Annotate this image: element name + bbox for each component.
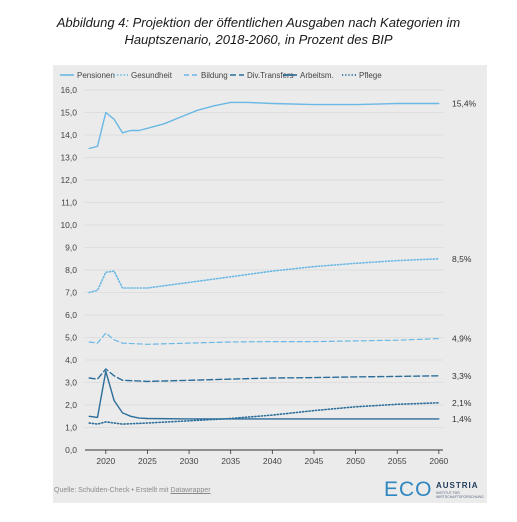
y-tick-label: 10,0 <box>60 220 77 230</box>
series-line-arbeitsm- <box>88 370 440 420</box>
x-tick-label: 2035 <box>221 456 240 466</box>
end-label: 4,9% <box>452 334 472 344</box>
legend-label: Pensionen <box>77 71 115 80</box>
x-tick-label: 2060 <box>429 456 448 466</box>
chart-panel <box>53 65 487 503</box>
legend-label: Arbeitsm. <box>300 71 334 80</box>
end-label: 2,1% <box>452 398 472 408</box>
series-lines <box>88 101 440 425</box>
y-tick-label: 16,0 <box>60 85 77 95</box>
logo-subtitle: Institut für Wirtschaftsforschung <box>436 491 484 499</box>
logo-austria: AUSTRIA <box>436 481 479 490</box>
end-label: 15,4% <box>452 99 477 109</box>
end-label: 3,3% <box>452 371 472 381</box>
y-tick-label: 15,0 <box>60 108 77 118</box>
y-tick-label: 13,0 <box>60 153 77 163</box>
y-tick-label: 8,0 <box>65 265 77 275</box>
end-label: 8,5% <box>452 254 472 264</box>
y-tick-label: 2,0 <box>65 400 77 410</box>
y-tick-label: 14,0 <box>60 130 77 140</box>
source-text: Quelle: Schulden-Check • Erstellt mit <box>54 487 171 494</box>
source-note: Quelle: Schulden-Check • Erstellt mit Da… <box>54 487 211 494</box>
series-line-pflege <box>88 402 440 425</box>
y-tick-label: 7,0 <box>65 288 77 298</box>
axes: 0,0 1,0 2,0 3,0 4,0 5,0 6,0 7,0 8,0 9,0 10,0 11,0 12… <box>60 85 448 466</box>
legend-label: Gesundheit <box>131 71 173 80</box>
y-tick-label: 3,0 <box>65 378 77 388</box>
y-tick-label: 4,0 <box>65 355 77 365</box>
end-label: 1,4% <box>452 414 472 424</box>
chart-title: Abbildung 4: Projektion der öffentlichen… <box>0 14 517 48</box>
logo-eco: ECO <box>384 478 433 501</box>
y-tick-label: 12,0 <box>60 175 77 185</box>
x-tick-label: 2020 <box>96 456 115 466</box>
series-line-div-transfers <box>88 368 440 383</box>
series-line-pensionen <box>88 101 440 150</box>
datawrapper-link[interactable]: Datawrapper <box>170 487 211 494</box>
x-tick-label: 2040 <box>263 456 282 466</box>
x-tick-label: 2045 <box>304 456 323 466</box>
x-tick-label: 2030 <box>180 456 199 466</box>
y-tick-label: 1,0 <box>65 423 77 433</box>
y-tick-label: 0,0 <box>65 445 77 455</box>
x-tick-label: 2025 <box>138 456 157 466</box>
legend: Pensionen Gesundheit Bildung Div.Transfers A… <box>60 71 382 80</box>
y-tick-label: 11,0 <box>61 198 77 208</box>
y-tick-label: 9,0 <box>65 243 77 253</box>
legend-label: Pflege <box>359 71 382 80</box>
end-labels: 15,4% 8,5% 4,9% 3,3% 1,4% 2,1% <box>452 99 477 424</box>
x-tick-label: 2050 <box>346 456 365 466</box>
y-tick-label: 6,0 <box>65 310 77 320</box>
chart-title-line2: Hauptszenario, 2018-2060, in Prozent des… <box>124 32 393 47</box>
legend-label: Bildung <box>201 71 228 80</box>
chart-title-line1: Abbildung 4: Projektion der öffentlichen… <box>56 15 461 30</box>
y-tick-label: 5,0 <box>65 333 77 343</box>
series-line-gesundheit <box>88 258 440 294</box>
x-tick-label: 2055 <box>388 456 407 466</box>
legend-label: Div.Transfers <box>247 71 294 80</box>
grid-lines <box>85 89 443 451</box>
series-line-bildung <box>88 332 440 345</box>
eco-austria-logo: ECO AUSTRIA Institut für Wirtschaftsforsc… <box>384 478 489 501</box>
